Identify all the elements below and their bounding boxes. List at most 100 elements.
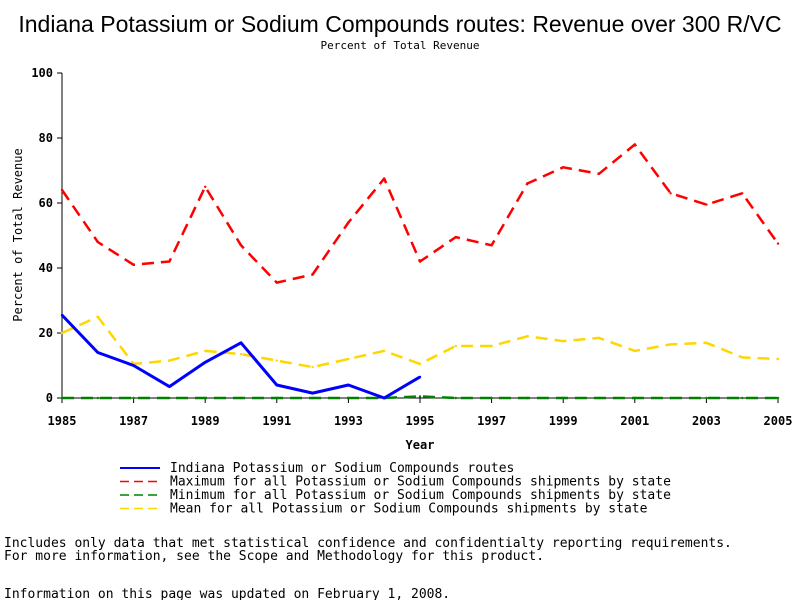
data-point	[562, 166, 565, 169]
chart-title: Indiana Potassium or Sodium Compounds ro…	[18, 11, 781, 37]
data-point	[705, 396, 708, 400]
data-point	[741, 356, 744, 359]
data-point	[96, 315, 100, 318]
data-point	[597, 396, 601, 400]
data-point	[490, 244, 493, 247]
legend-label-2: Maximum for all Potassium or Sodium Comp…	[170, 475, 671, 490]
data-point	[383, 349, 386, 353]
plot-area	[61, 73, 778, 399]
data-point	[418, 260, 422, 263]
data-point	[418, 362, 422, 366]
data-point	[239, 396, 243, 400]
data-point	[383, 396, 386, 400]
data-point	[526, 182, 529, 185]
data-point	[239, 244, 243, 247]
data-point	[347, 383, 350, 387]
data-point	[454, 396, 457, 400]
x-tick-label: 1997	[477, 414, 506, 428]
data-point	[275, 396, 278, 400]
x-tick-label: 1985	[48, 414, 77, 428]
data-point	[96, 351, 100, 354]
data-point	[490, 396, 493, 400]
data-point	[168, 385, 171, 388]
data-point	[383, 177, 386, 180]
y-tick-label: 60	[39, 196, 53, 210]
chart-subtitle: Percent of Total Revenue	[321, 39, 480, 52]
data-point	[454, 235, 457, 239]
series-line-1	[60, 314, 421, 400]
data-point	[418, 395, 422, 398]
data-point	[168, 396, 171, 400]
data-point	[311, 273, 314, 276]
data-point	[669, 343, 672, 346]
series-layer	[60, 143, 780, 400]
note-methodology: For more information, see the Scope and …	[4, 549, 544, 564]
data-point	[311, 396, 314, 400]
data-point	[275, 383, 278, 387]
data-point	[562, 339, 565, 343]
data-point	[96, 240, 100, 244]
data-point	[60, 396, 64, 400]
data-point	[526, 335, 529, 338]
data-point	[490, 344, 493, 348]
data-point	[168, 359, 171, 362]
data-point	[96, 396, 100, 400]
x-axis-label: Year	[406, 438, 435, 452]
x-tick-label: 1995	[406, 414, 435, 428]
data-point	[311, 391, 314, 395]
x-tick-label: 2005	[764, 414, 793, 428]
data-point	[705, 203, 708, 206]
data-point	[776, 396, 780, 400]
data-point	[60, 188, 64, 192]
data-point	[526, 396, 529, 400]
data-point	[239, 341, 243, 344]
y-tick-label: 80	[39, 131, 53, 145]
data-point	[132, 396, 135, 400]
data-point	[347, 221, 350, 224]
data-point	[705, 341, 708, 344]
data-point	[132, 364, 135, 367]
data-point	[204, 361, 207, 364]
data-point	[633, 143, 636, 146]
data-point	[347, 357, 350, 361]
data-point	[275, 359, 278, 362]
x-tick-label: 2001	[620, 414, 649, 428]
data-point	[347, 396, 350, 400]
data-point	[669, 396, 672, 400]
data-point	[204, 185, 207, 188]
data-point	[168, 260, 171, 263]
series-line-3	[62, 395, 778, 400]
data-point	[597, 336, 601, 340]
x-tick-label: 1991	[262, 414, 291, 428]
legend: Indiana Potassium or Sodium Compounds ro…	[120, 461, 671, 517]
legend-label-1: Indiana Potassium or Sodium Compounds ro…	[170, 461, 514, 476]
data-point	[741, 396, 744, 400]
y-tick-label: 20	[39, 326, 53, 340]
legend-label-4: Mean for all Potassium or Sodium Compoun…	[170, 502, 648, 517]
data-point	[633, 349, 636, 353]
data-point	[204, 396, 207, 400]
data-point	[275, 281, 278, 284]
y-tick-label: 40	[39, 261, 53, 275]
y-tick-label: 0	[46, 391, 53, 405]
data-point	[669, 192, 672, 195]
data-point	[60, 313, 64, 317]
data-point	[776, 357, 780, 361]
y-axis: 0 20 40 60 80 100	[31, 66, 62, 405]
data-point	[454, 344, 457, 348]
data-point	[418, 375, 422, 379]
data-point	[597, 172, 601, 175]
x-tick-label: 2003	[692, 414, 721, 428]
data-point	[60, 331, 64, 335]
note-confidence: Includes only data that met statistical …	[4, 536, 732, 551]
x-tick-label: 1987	[119, 414, 148, 428]
note-updated: Information on this page was updated on …	[4, 587, 450, 600]
data-point	[562, 396, 565, 400]
x-tick-label: 1999	[549, 414, 578, 428]
x-tick-label: 1993	[334, 414, 363, 428]
data-point	[311, 365, 314, 369]
legend-label-3: Minimum for all Potassium or Sodium Comp…	[170, 488, 671, 503]
data-point	[741, 192, 744, 195]
data-point	[239, 352, 243, 356]
